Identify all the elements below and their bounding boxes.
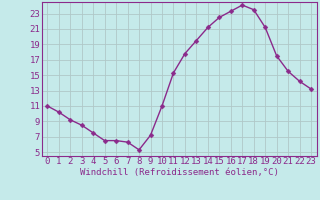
X-axis label: Windchill (Refroidissement éolien,°C): Windchill (Refroidissement éolien,°C) <box>80 168 279 177</box>
